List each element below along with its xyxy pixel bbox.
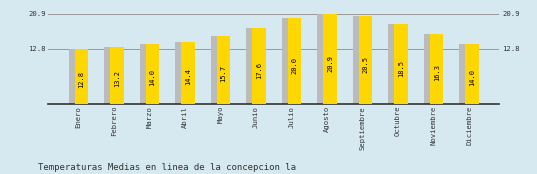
Text: 15.7: 15.7 (221, 65, 227, 82)
Bar (288, 18, 301, 104)
Bar (317, 14, 331, 104)
Text: 18.5: 18.5 (398, 60, 404, 77)
Bar (146, 44, 159, 104)
Bar (430, 34, 444, 104)
Bar (359, 16, 372, 104)
Bar (211, 36, 224, 104)
Text: 14.4: 14.4 (185, 68, 191, 85)
Bar (394, 24, 408, 104)
Bar (466, 44, 479, 104)
Bar (246, 28, 260, 104)
Text: 13.2: 13.2 (114, 70, 120, 87)
Text: Temperaturas Medias en linea de la concepcion la: Temperaturas Medias en linea de la conce… (38, 163, 295, 172)
Text: 17.6: 17.6 (256, 62, 262, 79)
Bar (353, 16, 366, 104)
Bar (182, 42, 195, 104)
Bar (424, 34, 437, 104)
Text: 12.8: 12.8 (78, 71, 85, 88)
Bar (252, 28, 266, 104)
Bar (323, 14, 337, 104)
Text: 20.9: 20.9 (327, 55, 333, 72)
Bar (282, 18, 295, 104)
Text: 16.3: 16.3 (434, 64, 440, 81)
Bar (459, 44, 473, 104)
Bar (140, 44, 154, 104)
Bar (104, 47, 118, 104)
Text: 20.5: 20.5 (362, 56, 369, 73)
Bar (176, 42, 189, 104)
Text: 14.0: 14.0 (150, 69, 156, 86)
Text: 20.0: 20.0 (292, 57, 297, 74)
Bar (69, 49, 82, 104)
Bar (75, 49, 89, 104)
Text: 14.0: 14.0 (469, 69, 475, 86)
Bar (111, 47, 124, 104)
Bar (217, 36, 230, 104)
Bar (388, 24, 402, 104)
